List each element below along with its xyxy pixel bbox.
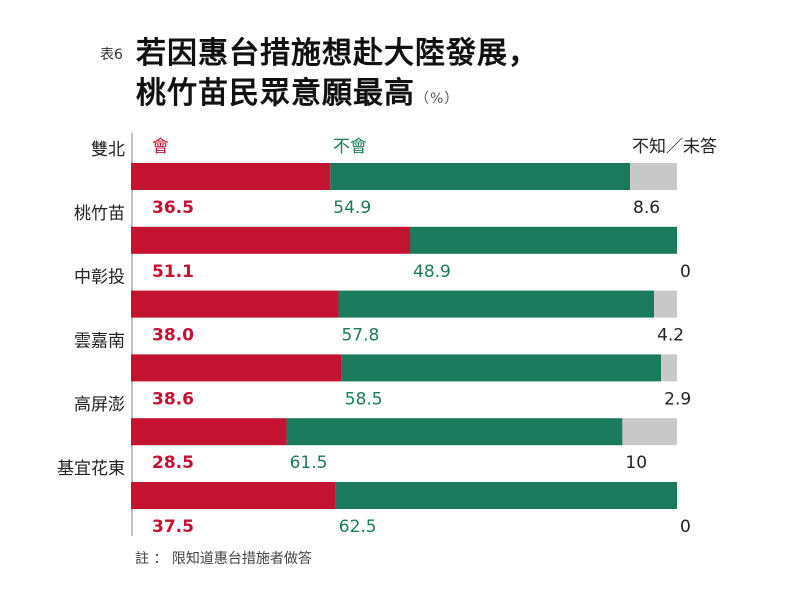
value-label-unknown: 4.2 — [657, 326, 684, 346]
bar-no — [330, 163, 631, 190]
category-label: 桃竹苗 — [74, 204, 125, 224]
table-number: 表6 — [100, 47, 123, 63]
value-label-unknown: 2.9 — [664, 389, 691, 409]
value-label-no: 57.8 — [341, 326, 379, 346]
category-label: 高屏澎 — [74, 395, 125, 415]
bar-no — [341, 354, 662, 382]
bar-yes — [131, 354, 342, 382]
bar-no — [338, 290, 655, 318]
bar-no — [335, 482, 677, 509]
value-label-no: 61.5 — [290, 453, 328, 473]
bar-unknown — [654, 290, 677, 318]
value-label-no: 58.5 — [345, 389, 383, 409]
bar-unknown — [622, 418, 677, 446]
legend-yes: 會 — [152, 137, 169, 157]
category-label: 雲嘉南 — [74, 331, 125, 351]
bar-no — [410, 226, 677, 254]
bar-yes — [131, 226, 411, 254]
value-label-yes: 51.1 — [152, 262, 194, 282]
footnote: 註 ： 限知道惠台措施者做答 — [135, 551, 312, 567]
value-label-yes: 38.6 — [152, 389, 194, 409]
value-label-yes: 28.5 — [152, 453, 194, 473]
bar-unknown — [630, 163, 677, 190]
value-label-no: 54.9 — [333, 198, 371, 218]
value-label-unknown: 0 — [680, 517, 691, 537]
legend-no: 不會 — [333, 137, 367, 157]
value-label-yes: 36.5 — [152, 198, 194, 218]
value-label-unknown: 0 — [680, 262, 691, 282]
category-label: 雙北 — [91, 140, 125, 160]
value-label-unknown: 10 — [625, 453, 647, 473]
value-label-unknown: 8.6 — [633, 198, 660, 218]
value-label-no: 48.9 — [413, 262, 451, 282]
bar-no — [286, 418, 623, 446]
bar-yes — [131, 482, 336, 509]
category-label: 中彰投 — [74, 268, 125, 288]
unit-label: （%） — [415, 91, 460, 107]
chart-title-line2-text: 桃竹苗民眾意願最高 — [136, 76, 415, 111]
chart-title-line1: 若因惠台措施想赴大陸發展， — [136, 36, 539, 71]
bar-unknown — [661, 354, 677, 382]
bar-yes — [131, 163, 331, 190]
legend-unknown: 不知／未答 — [632, 137, 717, 157]
bar-yes — [131, 418, 287, 446]
category-label: 基宜花東 — [57, 459, 125, 479]
chart-title-line2: 桃竹苗民眾意願最高（%） — [136, 68, 459, 112]
value-label-yes: 38.0 — [152, 326, 194, 346]
bar-yes — [131, 290, 339, 318]
value-label-yes: 37.5 — [152, 517, 194, 537]
value-label-no: 62.5 — [339, 517, 377, 537]
